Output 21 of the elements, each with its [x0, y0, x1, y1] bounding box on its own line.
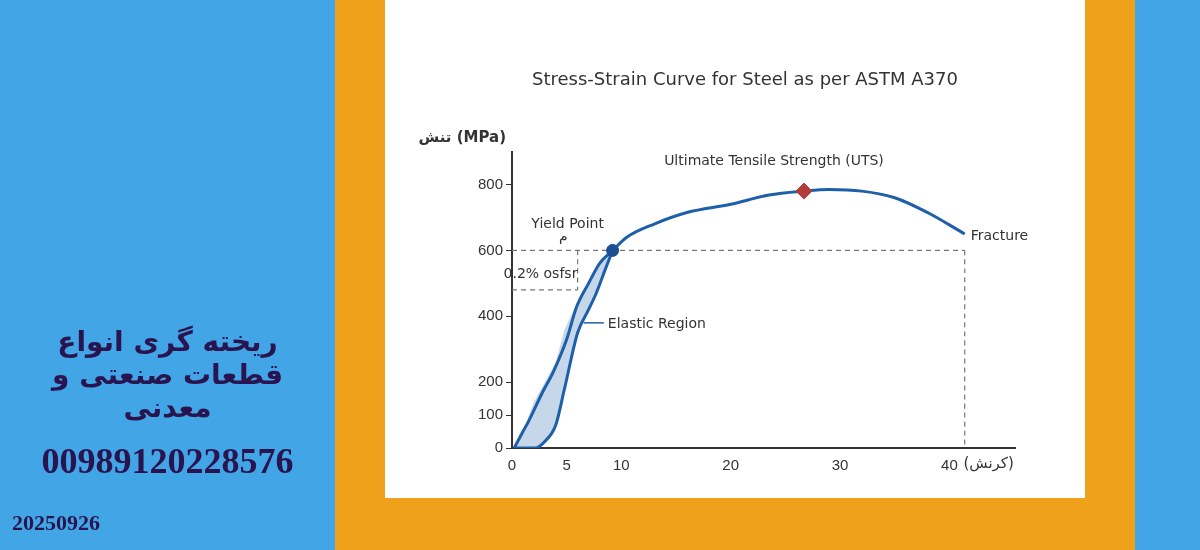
text: 00989120228576	[40, 440, 295, 482]
x-axis-title: (کرنش)	[963, 454, 1014, 473]
annotation: Ultimate Tensile Strength (UTS)	[664, 151, 884, 168]
x-tick-label: 30	[831, 456, 849, 474]
x-tick-label: 0	[507, 456, 517, 474]
x-tick-label: 20	[722, 456, 740, 474]
y-tick-label: 800	[478, 174, 504, 192]
y-tick-label: 100	[478, 405, 504, 423]
x-tick-label: 40	[941, 456, 958, 474]
chart-title: Stress-Strain Curve for Steel as per ASTM A370	[532, 68, 958, 90]
y-tick-label: 200	[478, 372, 504, 390]
text: 20250926	[12, 510, 101, 536]
text: ریخته گری انواع قطعات صنعتی و معدنی	[49, 325, 284, 424]
y-tick-label: 400	[478, 306, 504, 324]
annotation: Elastic Region	[607, 315, 706, 332]
y-axis-title: تنش (MPa)	[418, 127, 507, 146]
y-tick-label: 0	[494, 438, 504, 456]
y-tick-label: 600	[478, 240, 504, 258]
x-tick-label: 10	[613, 456, 630, 474]
annotation: Fracture	[970, 226, 1029, 243]
x-tick-label: 5	[562, 456, 571, 474]
